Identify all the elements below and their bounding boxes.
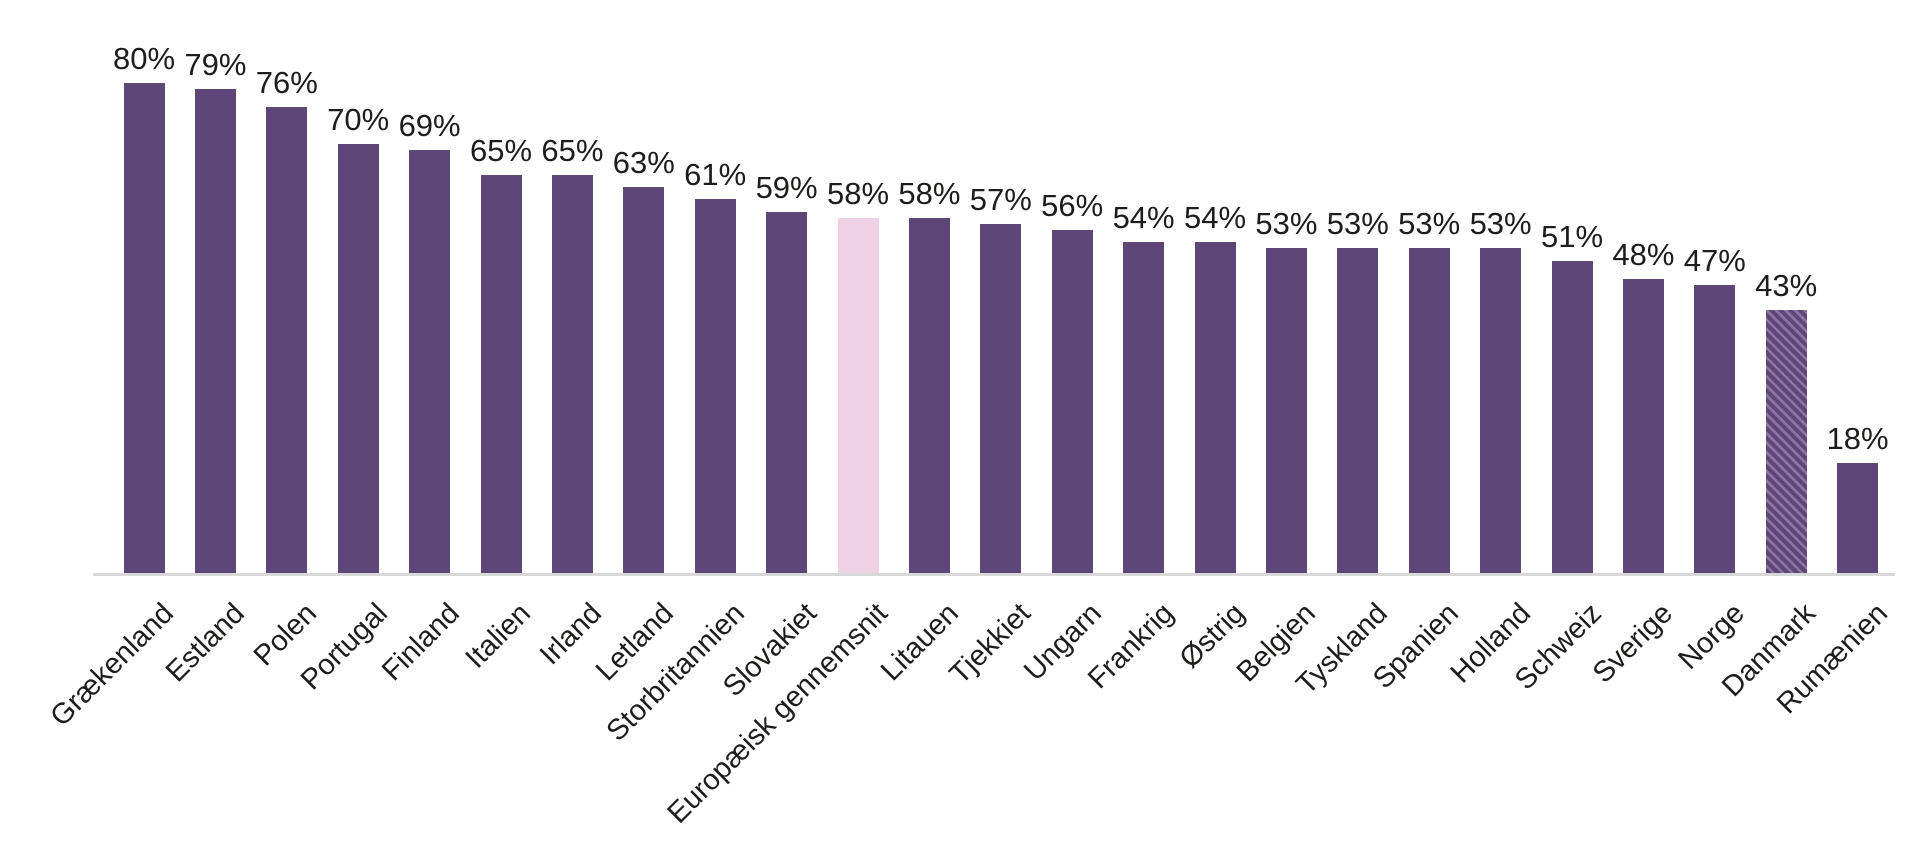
value-label: 80% [112,41,176,76]
bar [194,89,236,573]
value-label: 56% [1041,188,1104,223]
value-label: 54% [1183,200,1247,235]
bar [1194,242,1236,573]
value-label: 43% [1755,268,1818,303]
bar [623,187,665,573]
value-label: 76% [255,65,318,100]
value-label: 59% [755,170,818,205]
bar [1265,248,1307,573]
bar [1337,248,1379,573]
bar [1051,230,1093,573]
value-label: 58% [826,176,890,211]
value-label: 48% [1612,237,1675,272]
bar [123,83,165,573]
bar [1480,248,1522,573]
bar [1622,279,1664,573]
value-label: 63% [612,145,675,180]
bar [1694,285,1736,573]
value-label: 61% [684,157,747,192]
bar [694,199,736,573]
value-label: 53% [1255,206,1318,241]
value-label: 57% [969,182,1032,217]
bar [337,144,379,573]
value-label: 47% [1683,243,1746,278]
bar [409,150,451,573]
value-label: 51% [1540,219,1604,254]
bar [1408,248,1450,573]
bar [908,218,950,573]
value-label: 70% [327,102,390,137]
bar [1551,261,1593,573]
bar [551,175,593,573]
value-label: 18% [1826,421,1889,456]
bar [1765,310,1807,573]
value-label: 65% [469,133,533,168]
value-label: 79% [184,47,247,82]
value-label: 53% [1469,206,1532,241]
bar [980,224,1022,573]
value-label: 54% [1112,200,1175,235]
bar [837,218,879,573]
bar [1837,463,1879,573]
value-label: 53% [1398,206,1461,241]
bar [1123,242,1165,573]
x-axis-line [93,573,1895,576]
value-label: 69% [398,108,461,143]
bar [480,175,522,573]
bar [766,212,808,573]
value-label: 65% [541,133,604,168]
bar [266,107,308,573]
value-label: 53% [1326,206,1389,241]
value-label: 58% [898,176,961,211]
